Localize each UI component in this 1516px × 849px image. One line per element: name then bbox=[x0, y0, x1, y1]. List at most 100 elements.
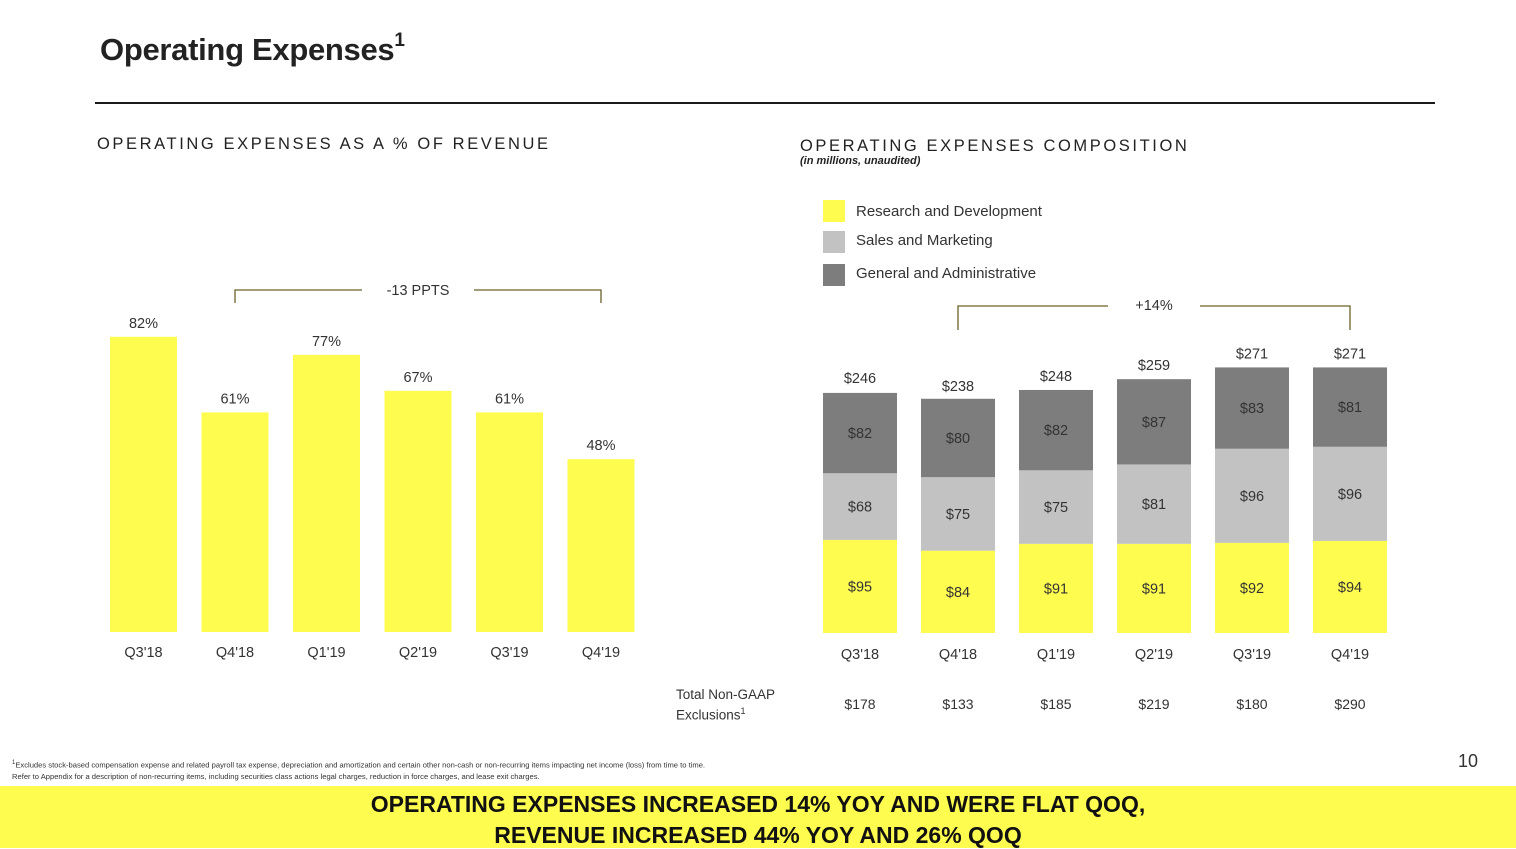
stack-label-sm-1: $75 bbox=[946, 507, 970, 523]
stack-sm-5 bbox=[1313, 446, 1387, 541]
stack-ga-4 bbox=[1215, 367, 1289, 449]
percent-bar-label-4: 61% bbox=[495, 391, 524, 407]
stack-rd-0 bbox=[823, 539, 897, 633]
left-chart-title: OPERATING EXPENSES AS A % OF REVENUE bbox=[97, 135, 551, 153]
stack-label-rd-0: $95 bbox=[848, 579, 872, 595]
banner-line-1: OPERATING EXPENSES INCREASED 14% YOY AND… bbox=[370, 791, 1146, 817]
stack-sm-4 bbox=[1215, 448, 1289, 543]
stack-rd-5 bbox=[1313, 540, 1387, 633]
percent-bar-label-1: 61% bbox=[220, 391, 249, 407]
percent-x-tick-2: Q1'19 bbox=[307, 645, 345, 661]
composition-bracket-label: +14% bbox=[1135, 298, 1173, 314]
stack-rd-2 bbox=[1019, 543, 1093, 633]
stack-total-0: $246 bbox=[844, 371, 876, 387]
legend-swatch-ga bbox=[823, 264, 845, 286]
non-gaap-label-line2: Exclusions bbox=[676, 707, 741, 723]
percent-bar-label-5: 48% bbox=[586, 438, 615, 454]
stack-sm-2 bbox=[1019, 470, 1093, 544]
stack-rd-4 bbox=[1215, 542, 1289, 633]
composition-x-tick-0: Q3'18 bbox=[841, 647, 879, 663]
page-title-footnote-marker: 1 bbox=[394, 30, 405, 51]
stack-label-sm-2: $75 bbox=[1044, 500, 1068, 516]
percent-bracket-label: -13 PPTS bbox=[387, 283, 450, 299]
percent-bar-5 bbox=[567, 459, 635, 632]
legend-swatch-sm bbox=[823, 231, 845, 253]
footnote-marker: 1 bbox=[12, 760, 16, 766]
stack-label-ga-4: $83 bbox=[1240, 401, 1264, 417]
percent-bar-4 bbox=[476, 412, 543, 632]
legend-label-ga: General and Administrative bbox=[856, 265, 1037, 282]
stack-total-3: $259 bbox=[1138, 358, 1170, 374]
percent-bracket-right bbox=[474, 289, 602, 303]
percent-bar-2 bbox=[293, 354, 360, 632]
percent-bracket-left bbox=[234, 289, 362, 303]
non-gaap-value-2: $185 bbox=[1040, 696, 1071, 712]
stack-ga-5 bbox=[1313, 367, 1387, 447]
stack-label-ga-2: $82 bbox=[1044, 423, 1068, 439]
stack-rd-3 bbox=[1117, 543, 1191, 633]
stack-label-sm-5: $96 bbox=[1338, 487, 1362, 503]
percent-x-tick-0: Q3'18 bbox=[124, 645, 162, 661]
stack-sm-1 bbox=[921, 477, 995, 551]
composition-x-tick-2: Q1'19 bbox=[1037, 647, 1075, 663]
percent-x-tick-5: Q4'19 bbox=[582, 645, 620, 661]
stack-label-rd-5: $94 bbox=[1338, 580, 1362, 596]
stack-sm-0 bbox=[823, 473, 897, 540]
stack-label-ga-0: $82 bbox=[848, 426, 872, 442]
composition-x-tick-1: Q4'18 bbox=[939, 647, 977, 663]
stack-ga-2 bbox=[1019, 389, 1093, 471]
non-gaap-value-1: $133 bbox=[942, 696, 973, 712]
stack-label-rd-3: $91 bbox=[1142, 581, 1166, 597]
banner-line-2: REVENUE INCREASED 44% YOY AND 26% QOQ bbox=[494, 822, 1022, 848]
percent-bar-1 bbox=[201, 412, 269, 632]
footnote-line-2: Refer to Appendix for a description of n… bbox=[12, 771, 540, 781]
composition-bracket-right bbox=[1200, 305, 1351, 330]
stack-total-1: $238 bbox=[942, 379, 974, 395]
stack-rd-1 bbox=[921, 550, 995, 633]
opex-composition-chart: $95 $68 $82 $246 Q3'18 $178 $84 $75 $80 $238 Q4'18… bbox=[823, 298, 1387, 712]
right-chart-subtitle: (in millions, unaudited) bbox=[800, 155, 921, 167]
stack-label-sm-3: $81 bbox=[1142, 497, 1166, 513]
footnote: 1Excludes stock-based compensation expen… bbox=[12, 758, 705, 782]
composition-bracket-left bbox=[957, 305, 1108, 330]
non-gaap-value-3: $219 bbox=[1138, 696, 1169, 712]
stack-total-4: $271 bbox=[1236, 346, 1268, 362]
stack-label-ga-1: $80 bbox=[946, 431, 970, 447]
stack-total-2: $248 bbox=[1040, 369, 1072, 385]
page-title-text: Operating Expenses bbox=[100, 32, 395, 67]
stack-label-rd-4: $92 bbox=[1240, 581, 1264, 597]
stack-label-sm-0: $68 bbox=[848, 500, 872, 516]
footnote-line-1: Excludes stock-based compensation expens… bbox=[15, 760, 706, 770]
stack-label-sm-4: $96 bbox=[1240, 489, 1264, 505]
non-gaap-value-5: $290 bbox=[1334, 696, 1365, 712]
legend-label-sm: Sales and Marketing bbox=[856, 232, 993, 249]
percent-bar-label-3: 67% bbox=[403, 370, 432, 386]
summary-banner bbox=[0, 786, 1516, 848]
stack-ga-0 bbox=[823, 392, 897, 474]
percent-bar-label-2: 77% bbox=[312, 334, 341, 350]
non-gaap-value-0: $178 bbox=[844, 696, 875, 712]
stack-label-ga-3: $87 bbox=[1142, 415, 1166, 431]
non-gaap-row-label: Total Non-GAAP Exclusions1 bbox=[676, 686, 775, 724]
stack-ga-1 bbox=[921, 398, 995, 478]
percent-x-tick-1: Q4'18 bbox=[216, 645, 254, 661]
legend-label-rd: Research and Development bbox=[856, 203, 1042, 220]
page-title: Operating Expenses1 bbox=[100, 30, 405, 68]
composition-x-tick-4: Q3'19 bbox=[1233, 647, 1271, 663]
percent-x-tick-4: Q3'19 bbox=[490, 645, 528, 661]
opex-percent-chart: 82% Q3'18 61% Q4'18 77% Q1'19 67% Q2'19 61% Q3'19… bbox=[110, 283, 635, 661]
stack-sm-3 bbox=[1117, 464, 1191, 544]
non-gaap-label-line1: Total Non-GAAP bbox=[676, 687, 776, 702]
non-gaap-footnote-marker: 1 bbox=[740, 706, 746, 716]
right-chart-title: OPERATING EXPENSES COMPOSITION bbox=[800, 137, 1190, 155]
non-gaap-value-4: $180 bbox=[1236, 696, 1267, 712]
page-number: 10 bbox=[1458, 751, 1479, 771]
legend-swatch-rd bbox=[823, 200, 845, 222]
title-divider bbox=[95, 102, 1435, 104]
percent-bar-3 bbox=[384, 390, 452, 632]
stack-ga-3 bbox=[1117, 379, 1191, 465]
percent-bar-0 bbox=[110, 336, 177, 632]
stack-total-5: $271 bbox=[1334, 346, 1366, 362]
percent-x-tick-3: Q2'19 bbox=[399, 645, 437, 661]
